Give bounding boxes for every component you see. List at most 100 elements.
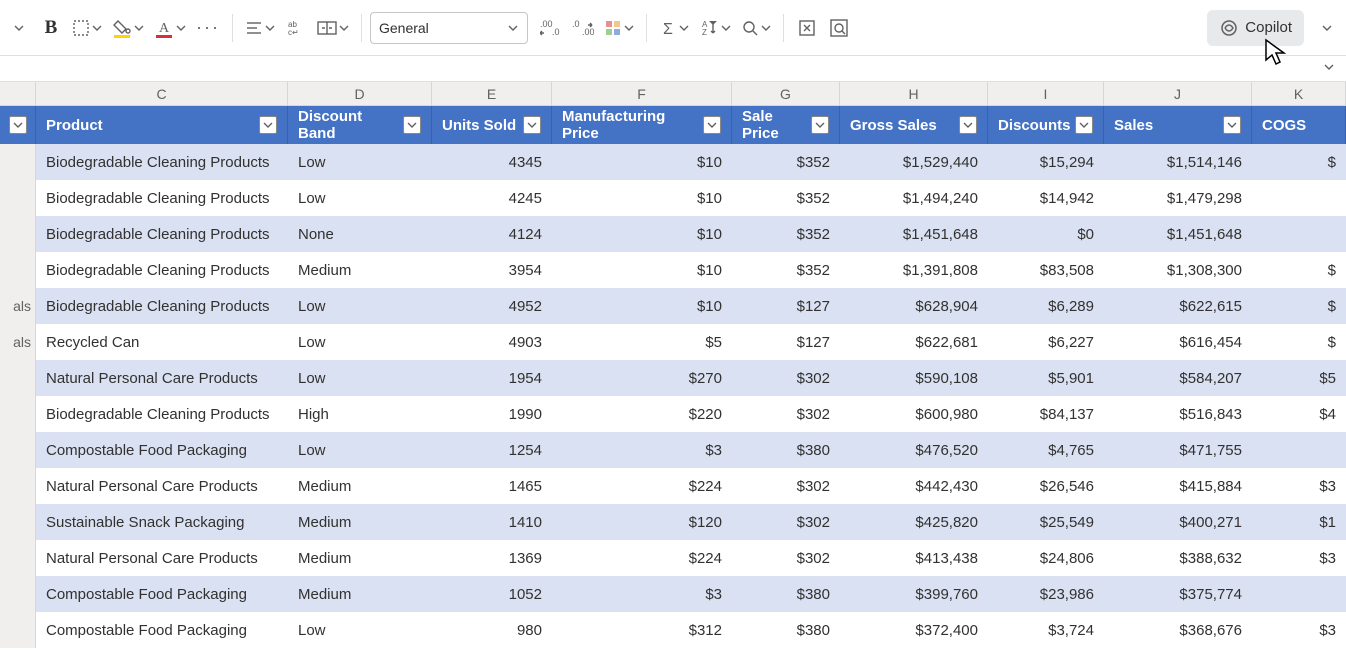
table-row[interactable]: Compostable Food PackagingLow980$312$380… <box>0 612 1346 648</box>
cell-discounts[interactable]: $4,765 <box>988 432 1104 468</box>
cell-sales[interactable]: $584,207 <box>1104 360 1252 396</box>
cell-cogs[interactable]: $3 <box>1252 612 1346 648</box>
cell-cogs[interactable] <box>1252 216 1346 252</box>
cell-cogs[interactable]: $ <box>1252 288 1346 324</box>
table-row[interactable]: Natural Personal Care ProductsMedium1465… <box>0 468 1346 504</box>
cell-sale-price[interactable]: $352 <box>732 180 840 216</box>
cell-discounts[interactable]: $26,546 <box>988 468 1104 504</box>
table-row[interactable]: alsRecycled CanLow4903$5$127$622,681$6,2… <box>0 324 1346 360</box>
cell-gross-sales[interactable]: $1,391,808 <box>840 252 988 288</box>
cell-discount-band[interactable]: Low <box>288 360 432 396</box>
cell-gross-sales[interactable]: $590,108 <box>840 360 988 396</box>
column-header[interactable]: D <box>288 82 432 106</box>
cell-units-sold[interactable]: 1954 <box>432 360 552 396</box>
cell-sale-price[interactable]: $302 <box>732 360 840 396</box>
cell-sales[interactable]: $415,884 <box>1104 468 1252 504</box>
font-color-button[interactable]: A <box>150 10 190 46</box>
cell-discount-band[interactable]: Low <box>288 288 432 324</box>
cell-cogs[interactable]: $3 <box>1252 468 1346 504</box>
cell-cogs[interactable] <box>1252 576 1346 612</box>
cell-units-sold[interactable]: 1254 <box>432 432 552 468</box>
cell-product[interactable]: Biodegradable Cleaning Products <box>36 144 288 180</box>
filter-button[interactable] <box>811 116 829 134</box>
cell-cogs[interactable]: $ <box>1252 324 1346 360</box>
formula-collapse-button[interactable] <box>1322 60 1336 77</box>
cell-mfg-price[interactable]: $224 <box>552 540 732 576</box>
column-header[interactable]: J <box>1104 82 1252 106</box>
table-row[interactable]: Natural Personal Care ProductsLow1954$27… <box>0 360 1346 396</box>
cell-gross-sales[interactable]: $425,820 <box>840 504 988 540</box>
cell-sale-price[interactable]: $380 <box>732 612 840 648</box>
cell-cogs[interactable] <box>1252 180 1346 216</box>
column-header[interactable]: G <box>732 82 840 106</box>
filter-button[interactable] <box>1075 116 1093 134</box>
table-row[interactable]: Compostable Food PackagingMedium1052$3$3… <box>0 576 1346 612</box>
column-header[interactable]: K <box>1252 82 1346 106</box>
filter-button[interactable] <box>523 116 541 134</box>
cell-discount-band[interactable]: None <box>288 216 432 252</box>
cell-sales[interactable]: $616,454 <box>1104 324 1252 360</box>
cell-gross-sales[interactable]: $442,430 <box>840 468 988 504</box>
cell-discount-band[interactable]: Medium <box>288 252 432 288</box>
cell-sale-price[interactable]: $352 <box>732 144 840 180</box>
cell-product[interactable]: Biodegradable Cleaning Products <box>36 252 288 288</box>
cell-gross-sales[interactable]: $622,681 <box>840 324 988 360</box>
cell-sale-price[interactable]: $127 <box>732 288 840 324</box>
bold-button[interactable]: B <box>36 10 66 46</box>
filter-button[interactable] <box>703 116 721 134</box>
table-row[interactable]: Natural Personal Care ProductsMedium1369… <box>0 540 1346 576</box>
cell-cogs[interactable]: $4 <box>1252 396 1346 432</box>
copilot-button[interactable]: Copilot <box>1207 10 1304 46</box>
fill-color-button[interactable] <box>108 10 148 46</box>
cell-discounts[interactable]: $83,508 <box>988 252 1104 288</box>
cell-mfg-price[interactable]: $3 <box>552 432 732 468</box>
cell-discount-band[interactable]: High <box>288 396 432 432</box>
cell-discount-band[interactable]: Low <box>288 612 432 648</box>
filter-button[interactable] <box>259 116 277 134</box>
cell-cogs[interactable]: $ <box>1252 144 1346 180</box>
ribbon-overflow-button[interactable] <box>1312 10 1342 46</box>
cell-cogs[interactable]: $ <box>1252 252 1346 288</box>
cell-sales[interactable]: $368,676 <box>1104 612 1252 648</box>
cell-discount-band[interactable]: Medium <box>288 504 432 540</box>
cell-units-sold[interactable]: 1465 <box>432 468 552 504</box>
cell-gross-sales[interactable]: $413,438 <box>840 540 988 576</box>
cell-discount-band[interactable]: Low <box>288 324 432 360</box>
cell-product[interactable]: Compostable Food Packaging <box>36 612 288 648</box>
cell-sale-price[interactable]: $380 <box>732 432 840 468</box>
cell-product[interactable]: Natural Personal Care Products <box>36 540 288 576</box>
cell-units-sold[interactable]: 3954 <box>432 252 552 288</box>
cell-units-sold[interactable]: 980 <box>432 612 552 648</box>
autosum-button[interactable]: Σ <box>655 10 693 46</box>
table-row[interactable]: Biodegradable Cleaning ProductsHigh1990$… <box>0 396 1346 432</box>
cell-discounts[interactable]: $6,227 <box>988 324 1104 360</box>
cell-mfg-price[interactable]: $224 <box>552 468 732 504</box>
cell-sales[interactable]: $375,774 <box>1104 576 1252 612</box>
cell-sale-price[interactable]: $302 <box>732 396 840 432</box>
cell-discounts[interactable]: $15,294 <box>988 144 1104 180</box>
cell-units-sold[interactable]: 1410 <box>432 504 552 540</box>
cell-sale-price[interactable]: $302 <box>732 540 840 576</box>
cell-sale-price[interactable]: $380 <box>732 576 840 612</box>
cell-sales[interactable]: $471,755 <box>1104 432 1252 468</box>
cell-mfg-price[interactable]: $120 <box>552 504 732 540</box>
cell-discounts[interactable]: $24,806 <box>988 540 1104 576</box>
table-row[interactable]: Compostable Food PackagingLow1254$3$380$… <box>0 432 1346 468</box>
cell-sales[interactable]: $1,308,300 <box>1104 252 1252 288</box>
cell-product[interactable]: Sustainable Snack Packaging <box>36 504 288 540</box>
column-header[interactable]: H <box>840 82 988 106</box>
filter-button[interactable] <box>9 116 27 134</box>
cell-product[interactable]: Natural Personal Care Products <box>36 360 288 396</box>
cell-discount-band[interactable]: Medium <box>288 468 432 504</box>
cell-product[interactable]: Biodegradable Cleaning Products <box>36 180 288 216</box>
cell-product[interactable]: Compostable Food Packaging <box>36 432 288 468</box>
cell-units-sold[interactable]: 4245 <box>432 180 552 216</box>
cell-discounts[interactable]: $25,549 <box>988 504 1104 540</box>
cell-product[interactable]: Biodegradable Cleaning Products <box>36 216 288 252</box>
cell-sales[interactable]: $1,479,298 <box>1104 180 1252 216</box>
cell-discounts[interactable]: $23,986 <box>988 576 1104 612</box>
cell-cogs[interactable]: $5 <box>1252 360 1346 396</box>
cell-discounts[interactable]: $14,942 <box>988 180 1104 216</box>
filter-button[interactable] <box>403 116 421 134</box>
cell-mfg-price[interactable]: $10 <box>552 288 732 324</box>
